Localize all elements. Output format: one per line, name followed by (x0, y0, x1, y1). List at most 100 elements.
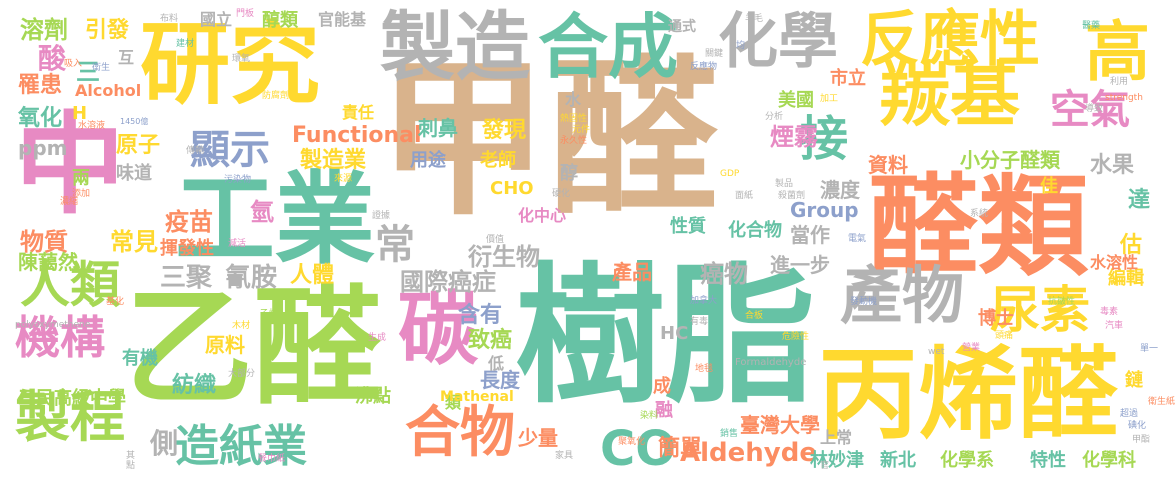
cloud-word: 門板 (236, 9, 255, 19)
cloud-word: 編輯 (1108, 268, 1144, 289)
cloud-word: 危險性 (782, 332, 810, 342)
cloud-word: 氰胺 (225, 263, 278, 293)
cloud-word: 工業 (175, 161, 375, 278)
cloud-word: 物質 (20, 228, 68, 256)
cloud-word: 估 (1120, 233, 1143, 258)
cloud-word: 毒素 (1100, 307, 1119, 317)
cloud-word: 證據 (372, 211, 391, 221)
cloud-word: ppm (18, 136, 68, 160)
cloud-word: 新北 (880, 450, 916, 471)
cloud-word: 特性 (1030, 450, 1066, 471)
cloud-word: Aldehyde (680, 438, 817, 468)
cloud-word: 碳 (398, 283, 478, 376)
cloud-word: 碘化 (1128, 421, 1147, 431)
cloud-word: 人類 (20, 256, 120, 314)
cloud-word: 接 (800, 111, 849, 167)
cloud-word: 臺灣大學 (740, 413, 820, 437)
cloud-word: 上常 (820, 428, 853, 447)
cloud-word: 林妙津 (810, 450, 864, 471)
cloud-word: 成 (653, 376, 671, 397)
cloud-word: 反應物 (690, 62, 718, 72)
cloud-word: 點 (126, 461, 136, 471)
cloud-word: 癌症 (448, 268, 496, 296)
cloud-word: 樹脂 (515, 250, 816, 424)
cloud-word: Alcohol (75, 81, 142, 100)
cloud-word: 吸入 (64, 59, 83, 69)
cloud-word: 市立 (830, 68, 866, 89)
cloud-word: 美國 (778, 90, 814, 111)
cloud-word: 顯示 (190, 127, 270, 173)
cloud-word: Mathenal (440, 389, 514, 405)
cloud-word: 電氣 (848, 234, 867, 244)
cloud-word: 中 (15, 101, 125, 229)
cloud-word: 製品 (775, 179, 794, 189)
cloud-word: 高 (1085, 15, 1151, 90)
cloud-word: 當作 (790, 223, 830, 247)
cloud-word: 人體 (290, 263, 335, 288)
cloud-word: 系統 (970, 209, 989, 219)
cloud-word: 紡織 (172, 373, 217, 398)
cloud-word: 水果 (1090, 153, 1135, 178)
cloud-word: 熱固性 (560, 114, 588, 124)
cloud-word: 引發 (85, 18, 130, 43)
cloud-word: 小分子醛類 (960, 148, 1060, 172)
cloud-word: 老師 (480, 150, 516, 171)
cloud-word: 有機 (122, 348, 158, 369)
cloud-word: 餐巾紙 (258, 454, 286, 464)
cloud-word: 甲醛 (378, 41, 719, 239)
cloud-word: GDP (720, 169, 740, 179)
cloud-word: 布料 (160, 14, 179, 24)
cloud-word: 空氣 (1050, 87, 1130, 133)
cloud-word: 達 (1128, 188, 1151, 213)
cloud-word: 汽車 (1105, 321, 1124, 331)
cloud-word: 污染物 (224, 175, 252, 185)
cloud-word: 硬化 (552, 189, 571, 199)
cloud-word: HC (660, 323, 689, 344)
cloud-word: 原子 (116, 133, 161, 158)
cloud-word: 味道 (116, 163, 152, 184)
cloud-word: 長度 (480, 368, 520, 392)
cloud-word: 用途 (410, 150, 446, 171)
cloud-word: 地毯 (695, 364, 714, 374)
cloud-word: 兩 (72, 168, 90, 189)
cloud-word: 元件 (572, 125, 591, 135)
cloud-word: 醛類 (868, 163, 1088, 291)
cloud-word: 溶劑 (20, 16, 68, 44)
cloud-word: 傳輸 (186, 146, 205, 156)
cloud-word: 博士 (978, 308, 1014, 329)
cloud-word: 導致 (1085, 104, 1104, 114)
cloud-word: 佳 (1040, 176, 1058, 197)
cloud-word: 三 (76, 58, 100, 86)
cloud-word: 大部分 (228, 369, 256, 379)
cloud-word: 價值 (486, 235, 505, 245)
cloud-word: 聚氧化 (618, 437, 646, 447)
cloud-word: 木材 (232, 321, 251, 331)
cloud-word: 濃縮 (60, 197, 79, 207)
cloud-word: 製造 (380, 3, 531, 91)
cloud-word: 產物 (840, 259, 965, 332)
cloud-word: 煙霧 (770, 123, 818, 151)
cloud-word: 家具 (555, 451, 574, 461)
cloud-word: 合成 (538, 6, 678, 88)
cloud-word: 化學 (718, 7, 838, 77)
cloud-word: 其 (126, 451, 136, 461)
cloud-word: 氧化 (18, 106, 63, 131)
cloud-word: 環氧 (232, 54, 251, 64)
cloud-word: 致癌 (468, 328, 513, 353)
cloud-word: 頭痛 (995, 331, 1014, 341)
cloud-word: 疫苗 (165, 208, 213, 236)
cloud-word: H (72, 103, 88, 124)
cloud-word: CHO (490, 178, 534, 199)
cloud-word: 甲酯 (1132, 435, 1151, 445)
cloud-word: 發動機 (850, 297, 878, 307)
cloud-word: 合板 (745, 311, 764, 321)
cloud-word: 進一步 (770, 253, 830, 277)
cloud-word: 醇類 (262, 10, 298, 31)
cloud-word: 化中心 (518, 206, 567, 225)
cloud-word: 防腐劑 (262, 91, 290, 101)
cloud-word: 官 (820, 461, 830, 471)
cloud-word: 均 (736, 41, 746, 51)
cloud-word: 反應性 (860, 5, 1040, 75)
cloud-word: 資料 (868, 153, 908, 177)
